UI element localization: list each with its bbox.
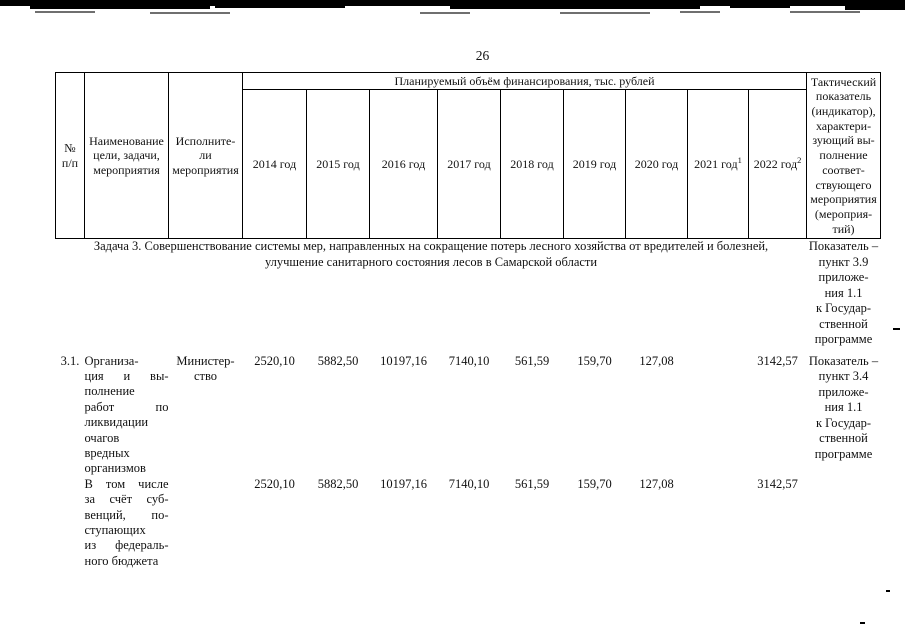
year-header-2017: 2017 год: [437, 89, 501, 239]
year-header-2022: 2022 год2: [747, 89, 808, 239]
task-3-text: Задача 3. Совершенствование системы мер,…: [93, 239, 769, 269]
value-2022: 3142,57: [757, 353, 798, 368]
year-header-2016: 2016 год: [369, 89, 438, 239]
row-subtotal-name: В том числе за счёт суб- венций, по- сту…: [85, 477, 169, 573]
row-3-1-indicator: Показатель – пункт 3.4 приложе- ния 1.1 …: [808, 353, 879, 461]
name-line: очагов: [84, 430, 120, 445]
col-header-executors-label: Исполните- ли мероприятия: [172, 134, 239, 177]
value-2016: 10197,16: [380, 353, 427, 368]
name-line: венций, по-: [84, 507, 169, 522]
value-2019: 159,70: [577, 353, 612, 368]
scan-artifact-top-bar: [0, 0, 905, 6]
row-subtotal-indicator-empty: [807, 477, 881, 573]
value-2014: 2520,10: [254, 476, 295, 491]
name-line: за счёт суб-: [84, 492, 169, 507]
year-footnote: 2: [797, 154, 802, 165]
year-label: 2017 год: [447, 156, 491, 171]
year-label: 2014 год: [252, 156, 297, 171]
year-label: 2021 год: [694, 156, 738, 171]
row-subtotal: В том числе за счёт суб- венций, по- сту…: [56, 477, 881, 573]
name-line: В том числе: [84, 476, 169, 491]
year-label: 2016 год: [381, 156, 426, 171]
name-line: Организа-: [84, 353, 139, 368]
value-2015: 5882,50: [317, 476, 359, 491]
scan-artifact-speck: [860, 622, 865, 624]
name-line: из федераль-: [84, 538, 169, 553]
scan-artifact-dash: [35, 11, 95, 13]
row-subtotal-executor-empty: [169, 477, 243, 573]
col-header-num-label: № п/п: [61, 141, 79, 170]
scan-artifact-speck: [886, 590, 890, 592]
year-header-2019: 2019 год: [563, 89, 626, 239]
year-header-2020: 2020 год: [625, 89, 688, 239]
value-2016: 10197,16: [380, 476, 427, 491]
name-line: ция и вы-: [84, 368, 169, 383]
year-header-2015: 2015 год: [306, 89, 370, 239]
col-header-executors: Исполните- ли мероприятия: [168, 72, 243, 239]
year-header-2018: 2018 год: [500, 89, 564, 239]
year-label: 2020 год: [634, 156, 679, 171]
col-header-indicator-label: Тактический показатель (индикатор), хара…: [810, 74, 877, 236]
col-header-name: Наименование цели, задачи, мероприятия: [84, 72, 169, 239]
row-3-1-number: 3.1.: [60, 353, 80, 368]
year-label: 2018 год: [510, 156, 554, 171]
year-footnote: 1: [737, 154, 742, 165]
year-label: 2022 год: [753, 156, 798, 171]
year-header-2014: 2014 год: [242, 89, 307, 239]
row-3-1-name: Организа- ция и вы- полнение работ по ли…: [85, 354, 169, 477]
task-3-indicator: Показатель – пункт 3.9 приложе- ния 1.1 …: [808, 239, 879, 346]
header-row-years: 2014 год 2015 год 2016 год 2017 год 2018…: [56, 89, 881, 239]
value-2022: 3142,57: [757, 476, 798, 491]
value-2015: 5882,50: [317, 353, 359, 368]
scan-artifact-segment: [215, 6, 345, 8]
value-2014: 2520,10: [254, 353, 295, 368]
col-header-name-label: Наименование цели, задачи, мероприятия: [89, 134, 164, 177]
name-line: работ по: [84, 399, 169, 414]
funding-table: № п/п Наименование цели, задачи, меропри…: [55, 72, 882, 573]
page-number: 26: [475, 48, 490, 63]
row-subtotal-number-empty: [56, 477, 85, 573]
scan-artifact-segment: [30, 6, 210, 9]
scan-artifact-dash: [680, 11, 720, 13]
name-line: ступающих: [84, 522, 146, 537]
value-2021: [688, 354, 749, 477]
scan-artifact-dash: [790, 11, 860, 13]
value-2017: 7140,10: [448, 353, 490, 368]
value-2020: 127,08: [639, 476, 674, 491]
header-row-top: № п/п Наименование цели, задачи, меропри…: [55, 72, 882, 239]
scan-artifact-speck: [893, 328, 900, 330]
row-3-1: 3.1. Организа- ция и вы- полнение работ …: [56, 354, 881, 477]
value-2021: [688, 477, 749, 573]
name-line: вредных: [84, 445, 130, 460]
value-2018: 561,59: [514, 476, 550, 491]
name-line: организмов: [84, 461, 146, 476]
scan-artifact-segment: [730, 6, 790, 8]
col-header-num: № п/п: [55, 72, 85, 239]
name-line: ного бюджета: [84, 553, 159, 568]
year-label: 2015 год: [316, 156, 360, 171]
year-header-2021: 2021 год1: [687, 89, 749, 239]
col-header-indicator: Тактический показатель (индикатор), хара…: [806, 72, 882, 239]
task-3-row: Задача 3. Совершенствование системы мер,…: [56, 239, 881, 354]
name-line: полнение: [84, 384, 135, 399]
value-2018: 561,59: [514, 353, 550, 368]
value-2019: 159,70: [577, 476, 612, 491]
name-line: ликвидации: [84, 415, 149, 430]
scan-artifact-dash: [420, 12, 470, 14]
row-3-1-executor: Министер- ство: [176, 353, 235, 384]
scan-artifact-blob: [845, 0, 905, 10]
year-label: 2019 год: [572, 156, 617, 171]
scan-artifact-segment: [450, 6, 700, 9]
col-header-funding: Планируемый объём финансирования, тыс. р…: [241, 72, 808, 90]
scan-artifact-dash: [150, 12, 230, 14]
value-2020: 127,08: [639, 353, 674, 368]
value-2017: 7140,10: [448, 476, 490, 491]
scan-artifact-dash: [560, 12, 650, 14]
